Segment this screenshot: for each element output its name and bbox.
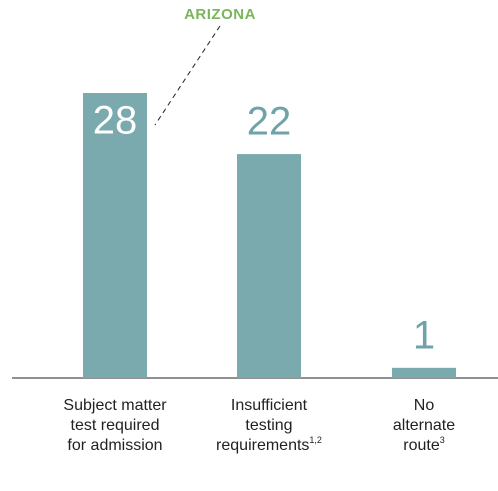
annotation: ARIZONA (184, 6, 256, 23)
annotation-leader (154, 25, 221, 126)
category-label: No alternate route3 (384, 396, 464, 456)
value-label: 28 (93, 99, 138, 143)
category-label: Subject matter test required for admissi… (63, 396, 167, 456)
bar (392, 367, 456, 378)
footnote-marker: 3 (439, 435, 445, 445)
category-text: Subject matter test required for admissi… (63, 397, 167, 454)
value-label: 22 (247, 100, 292, 144)
category-label: Insufficient testing requirements1,2 (209, 396, 329, 456)
category-text: Insufficient testing requirements (216, 397, 310, 454)
category-text: No alternate route (392, 397, 456, 454)
value-label: 1 (413, 313, 435, 357)
bar (237, 154, 301, 378)
footnote-marker: 1,2 (309, 435, 322, 445)
bar (83, 93, 147, 378)
